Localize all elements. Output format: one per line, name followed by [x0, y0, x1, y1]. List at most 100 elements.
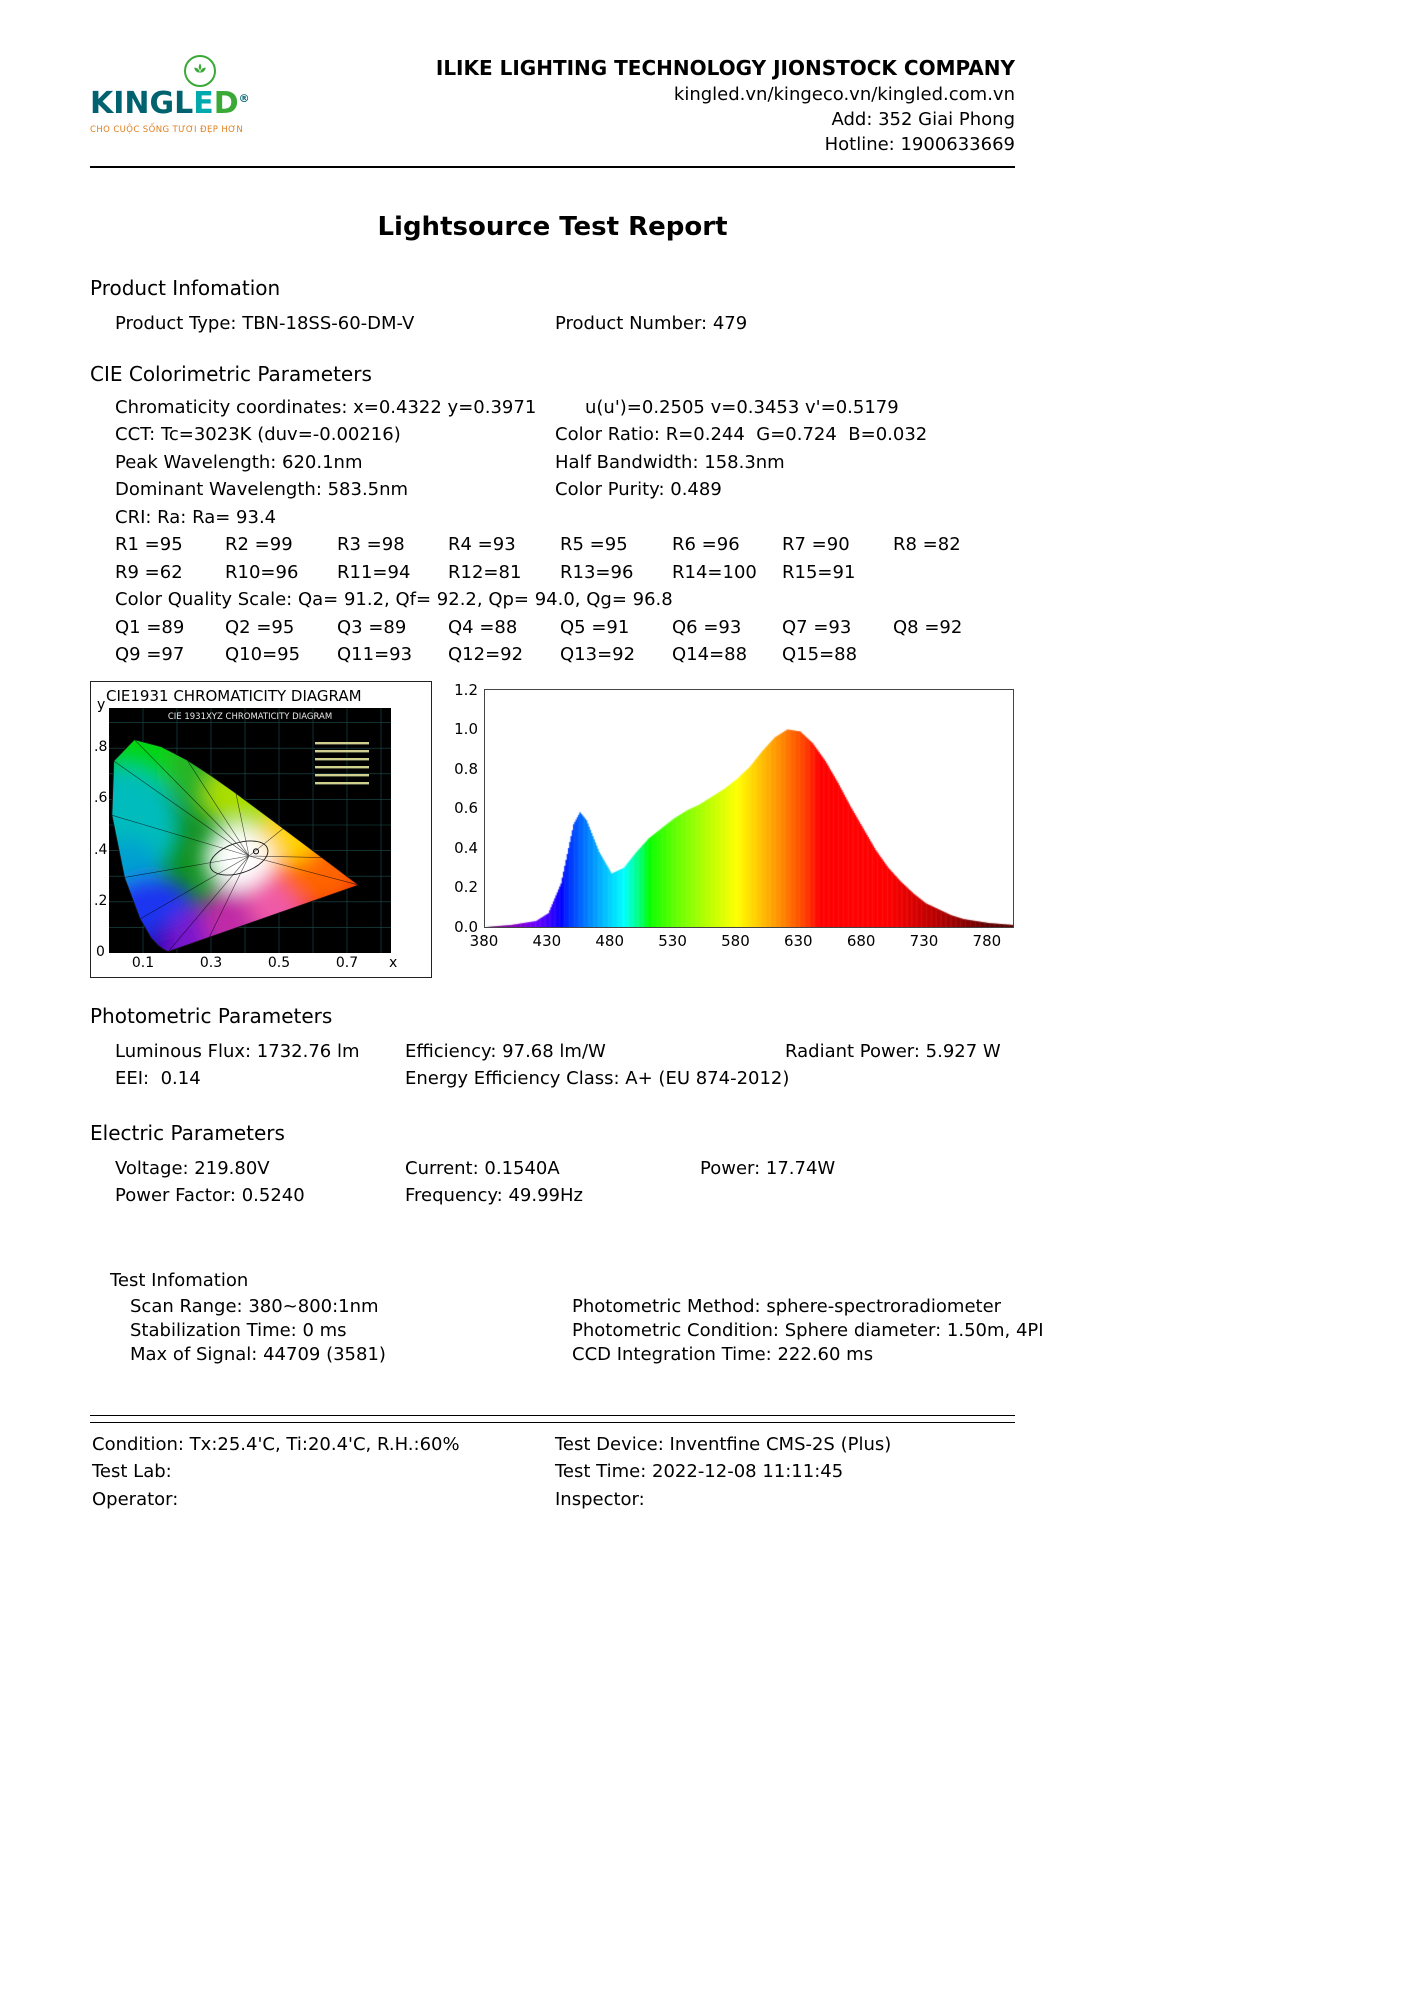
electric-heading: Electric Parameters: [90, 1120, 285, 1145]
peak-wavelength-value: Peak Wavelength: 620.1nm: [115, 451, 363, 473]
cie-center-ellipse: [209, 840, 269, 875]
footer-row-1: Condition: Tx:25.4'C, Ti:20.4'C, R.H.:60…: [90, 1431, 1015, 1459]
cri-value: R2 =99: [225, 534, 293, 555]
chromaticity-xy: Chromaticity coordinates: x=0.4322 y=0.3…: [115, 396, 537, 418]
cqs-value: Q13=92: [560, 644, 636, 665]
cri-value: R7 =90: [782, 534, 850, 555]
cie-origin-label: 0: [96, 943, 105, 960]
cie-inner-title: CIE 1931XYZ CHROMATICITY DIAGRAM: [168, 712, 332, 722]
product-info-row: Product Type: TBN-18SS-60-DM-V Product N…: [90, 310, 1015, 338]
cri-value: R10=96: [225, 561, 299, 583]
cri-values-row-2: R9 =62 R10=96 R11=94 R12=81 R13=96 R14=1…: [90, 559, 1015, 587]
cie-wavelength-rays: [111, 739, 359, 952]
cqs-value: Q7 =93: [782, 616, 852, 638]
cie-y-axis-label: y: [97, 696, 106, 713]
condition-value: Condition: Tx:25.4'C, Ti:20.4'C, R.H.:60…: [92, 1433, 460, 1455]
cie-x-tick: 0.3: [199, 954, 223, 971]
cqs-value: Q4 =88: [448, 616, 518, 638]
product-info-section: Product Infomation Product Type: TBN-18S…: [90, 276, 1015, 338]
test-info-heading: Test Infomation: [110, 1269, 249, 1291]
cqs-value: Q3 =89: [337, 616, 407, 638]
test-info-section: Test Infomation Scan Range: 380~800:1nm …: [90, 1269, 1044, 1367]
cie-y-tick: .6: [94, 789, 108, 806]
brand-wordmark-king: KINGL: [90, 86, 194, 121]
cri-value: R14=100: [672, 561, 757, 583]
photometric-method-value: Photometric Method: sphere-spectroradiom…: [572, 1295, 1002, 1317]
cri-value: R12=81: [448, 561, 522, 583]
spectrum-x-tick: 630: [783, 931, 813, 950]
cqs-value: Q1 =89: [115, 616, 185, 638]
test-device-value: Test Device: Inventfine CMS-2S (Plus): [555, 1433, 892, 1455]
cie-source-point: [253, 847, 259, 854]
test-lab-value: Test Lab:: [92, 1461, 172, 1482]
header-divider: [90, 166, 1015, 168]
cqs-row: Color Quality Scale: Qa= 91.2, Qf= 92.2,…: [90, 586, 1015, 614]
photometric-row-2: EEI: 0.14 Energy Efficiency Class: A+ (E…: [90, 1065, 1015, 1093]
spectrum-y-tick: 0.0: [454, 917, 478, 936]
cri-value: R15=91: [782, 561, 856, 583]
cri-value: R9 =62: [115, 561, 183, 583]
cri-values-row-1: R1 =95 R2 =99 R3 =98 R4 =93 R5 =95 R6 =9…: [90, 531, 1015, 559]
cri-value: R6 =96: [672, 534, 740, 555]
product-info-heading: Product Infomation: [90, 276, 281, 300]
brand-wordmark-e: E: [193, 86, 214, 121]
chromaticity-uv: u(u')=0.2505 v=0.3453 v'=0.5179: [585, 396, 899, 418]
luminous-flux-value: Luminous Flux: 1732.76 lm: [115, 1040, 360, 1062]
power-value: Power: 17.74W: [700, 1157, 836, 1179]
spectrum-x-tick: 580: [721, 931, 750, 950]
cie-x-tick: 0.5: [267, 954, 291, 971]
photometric-heading: Photometric Parameters: [90, 1003, 333, 1028]
electric-section: Electric Parameters Voltage: 219.80V Cur…: [90, 1121, 1015, 1210]
company-websites: kingled.vn/kingeco.vn/kingled.com.vn: [673, 84, 1015, 105]
spectrum-y-tick: 0.8: [454, 759, 478, 778]
cie-parameters-section: CIE Colorimetric Parameters Chromaticity…: [90, 362, 1015, 669]
test-info-row-2: Stabilization Time: 0 ms Photometric Con…: [90, 1319, 1044, 1343]
color-purity-value: Color Purity: 0.489: [555, 479, 722, 500]
spectrum-x-ticks: 380 430 480 530 580 630 680 730 780: [470, 931, 1014, 954]
cie-legend-lines: [315, 741, 369, 784]
report-header: KINGLED® CHO CUỘC SỐNG TƯƠI ĐẸP HƠN ILIK…: [90, 0, 1015, 156]
spectrum-x-tick: 480: [595, 931, 625, 950]
spectrum-x-tick: 780: [972, 931, 1002, 950]
spectrum-plot-area: [484, 688, 1014, 928]
cqs-summary: Color Quality Scale: Qa= 91.2, Qf= 92.2,…: [115, 589, 673, 610]
peak-wavelength-row: Peak Wavelength: 620.1nm Half Bandwidth:…: [90, 449, 1015, 477]
radiant-power-value: Radiant Power: 5.927 W: [785, 1040, 1001, 1062]
test-time-value: Test Time: 2022-12-08 11:11:45: [555, 1461, 844, 1482]
ccd-integration-value: CCD Integration Time: 222.60 ms: [572, 1343, 874, 1365]
cie-y-tick: .2: [94, 892, 108, 909]
scan-range-value: Scan Range: 380~800:1nm: [130, 1295, 379, 1317]
report-footer: Condition: Tx:25.4'C, Ti:20.4'C, R.H.:60…: [90, 1431, 1015, 1514]
page-title: Lightsource Test Report: [377, 212, 728, 242]
photometric-row-1: Luminous Flux: 1732.76 lm Efficiency: 97…: [90, 1038, 1015, 1066]
half-bandwidth-value: Half Bandwidth: 158.3nm: [555, 451, 785, 473]
operator-value: Operator:: [92, 1488, 179, 1510]
report-content: KINGLED® CHO CUỘC SỐNG TƯƠI ĐẸP HƠN ILIK…: [90, 0, 1044, 1514]
brand-wordmark: KINGLED®: [90, 81, 295, 122]
spectrum-y-tick: 0.4: [454, 838, 478, 857]
cri-value: R5 =95: [560, 534, 628, 555]
cqs-value: Q6 =93: [672, 616, 742, 638]
cqs-values-row-2: Q9 =97 Q10=95 Q11=93 Q12=92 Q13=92 Q14=8…: [90, 641, 1015, 669]
cie-x-tick: 0.1: [131, 954, 155, 971]
photometric-condition-value: Photometric Condition: Sphere diameter: …: [572, 1319, 1044, 1341]
cqs-value: Q15=88: [782, 644, 858, 665]
spectrum-y-tick: 0.6: [454, 799, 478, 817]
cri-value: R4 =93: [448, 534, 516, 555]
spectrum-x-tick: 380: [469, 931, 499, 950]
cri-ra-value: CRI: Ra: Ra= 93.4: [115, 506, 277, 528]
cri-value: R8 =82: [893, 534, 961, 555]
cie-chromaticity-chart: CIE1931 CHROMATICITY DIAGRAM y .8 .6 .4 …: [90, 680, 432, 978]
cie-parameter-lines: Chromaticity coordinates: x=0.4322 y=0.3…: [90, 394, 1015, 669]
current-value: Current: 0.1540A: [405, 1157, 560, 1179]
spectrum-canvas: [485, 689, 1013, 927]
cqs-value: Q14=88: [672, 644, 748, 665]
footer-divider: [90, 1414, 1015, 1423]
energy-class-value: Energy Efficiency Class: A+ (EU 874-2012…: [405, 1068, 790, 1089]
kingled-logo: KINGLED® CHO CUỘC SỐNG TƯƠI ĐẸP HƠN: [90, 55, 295, 135]
cie-y-tick: .8: [94, 738, 108, 755]
cie-chart-title: CIE1931 CHROMATICITY DIAGRAM: [106, 686, 362, 705]
chromaticity-row: Chromaticity coordinates: x=0.4322 y=0.3…: [90, 394, 1015, 422]
spectrum-x-tick: 680: [846, 931, 876, 950]
product-number: Product Number: 479: [555, 313, 748, 334]
